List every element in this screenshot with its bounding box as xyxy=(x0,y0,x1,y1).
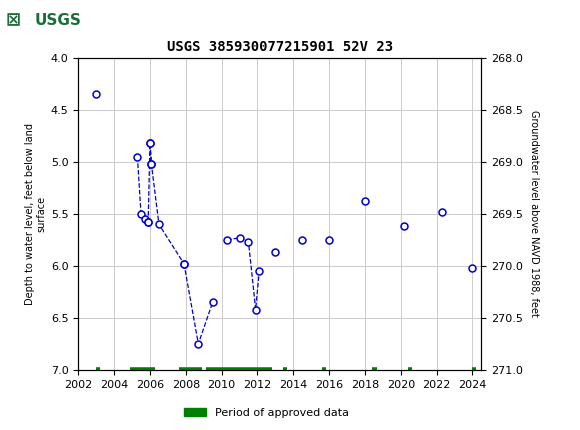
Text: USGS: USGS xyxy=(35,13,82,28)
FancyBboxPatch shape xyxy=(3,3,93,37)
Legend: Period of approved data: Period of approved data xyxy=(180,403,354,422)
Text: ⊠: ⊠ xyxy=(6,12,21,29)
Y-axis label: Groundwater level above NAVD 1988, feet: Groundwater level above NAVD 1988, feet xyxy=(528,111,539,317)
Title: USGS 385930077215901 52V 23: USGS 385930077215901 52V 23 xyxy=(167,40,393,54)
Y-axis label: Depth to water level, feet below land
surface: Depth to water level, feet below land su… xyxy=(25,123,46,305)
